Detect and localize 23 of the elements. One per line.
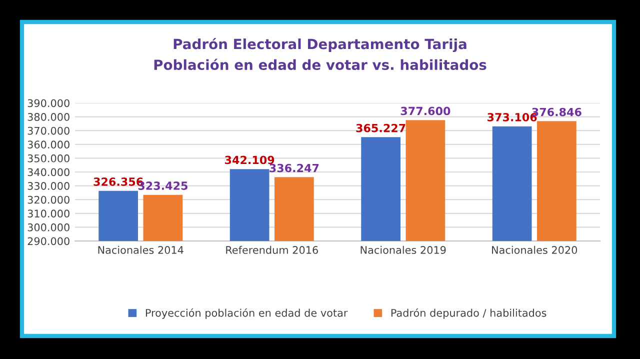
- y-tick-label: 380.000: [28, 113, 70, 121]
- y-tick-label: 290.000: [28, 237, 70, 246]
- x-tick-label: Referendum 2016: [226, 246, 318, 254]
- y-tick-label: 370.000: [28, 126, 70, 135]
- legend-label: Padrón depurado / habilitados: [391, 308, 546, 319]
- x-tick-label: Nacionales 2020: [492, 246, 578, 254]
- legend-label: Proyección población en edad de votar: [146, 308, 348, 319]
- y-tick-label: 300.000: [28, 223, 70, 232]
- x-tick-label: Nacionales 2014: [98, 246, 184, 254]
- y-tick-label: 340.000: [28, 168, 70, 176]
- y-tick-label: 390.000: [28, 99, 70, 108]
- data-label: 365.227: [356, 124, 406, 132]
- chart-subtitle: Población en edad de votar vs. habilitados: [154, 58, 486, 70]
- chart-title: Padrón Electoral Departamento Tarija: [174, 38, 466, 52]
- data-label: 377.600: [400, 106, 450, 116]
- data-label: 342.109: [225, 156, 274, 164]
- x-tick-label: Nacionales 2019: [360, 246, 446, 254]
- data-label: 336.247: [270, 164, 319, 172]
- y-tick-label: 320.000: [28, 196, 70, 204]
- y-tick-label: 360.000: [28, 140, 70, 149]
- y-tick-label: 310.000: [28, 210, 70, 218]
- y-tick-label: 350.000: [28, 154, 70, 162]
- y-tick-label: 330.000: [28, 182, 70, 190]
